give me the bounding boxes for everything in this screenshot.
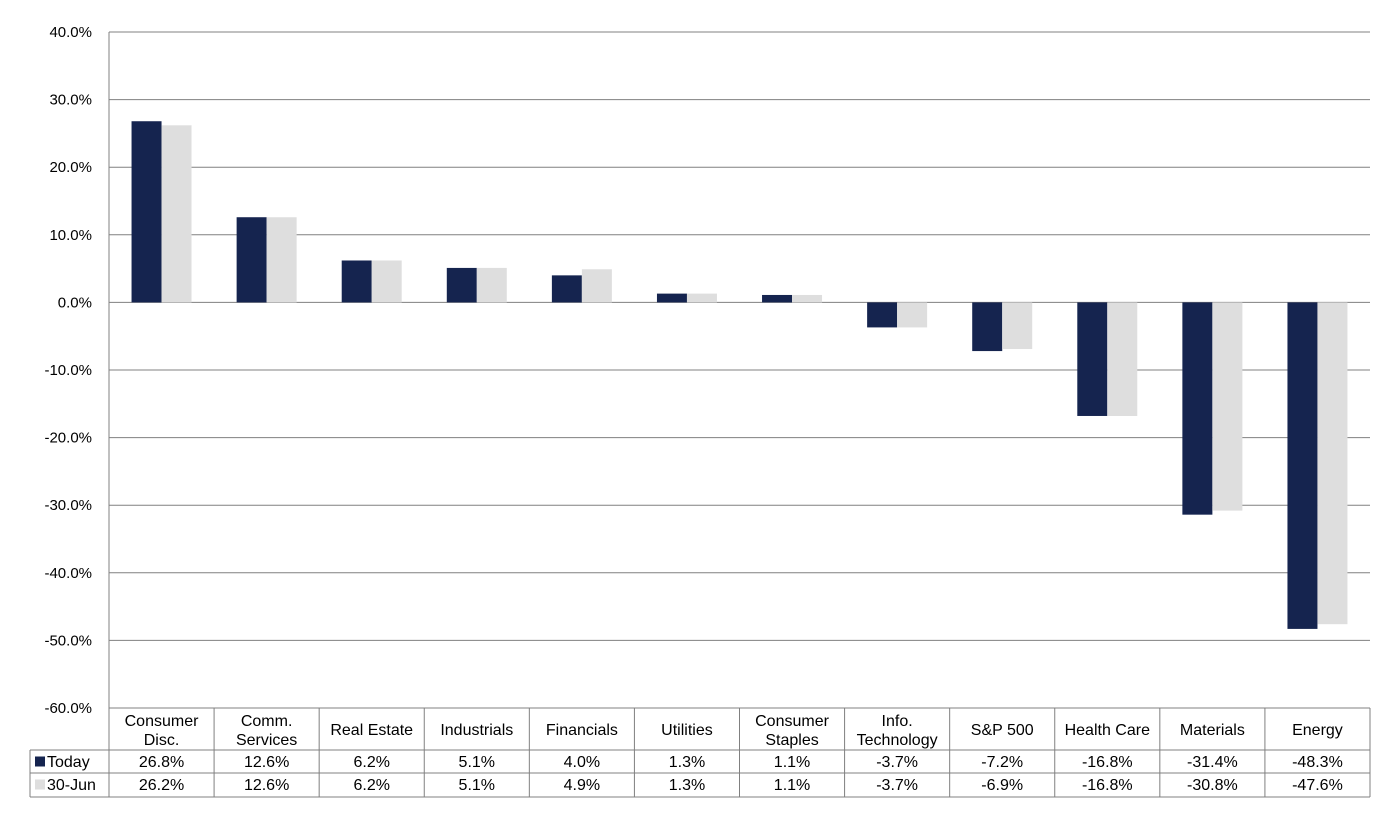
bar-today	[867, 302, 898, 328]
data-label: 4.9%	[564, 777, 600, 794]
y-tick-label: -50.0%	[44, 632, 92, 649]
category-label: Consumer	[125, 713, 199, 730]
y-axis-labels: 40.0% 30.0% 20.0% 10.0% 0.0% -10.0% -20.0% -30.…	[44, 24, 92, 717]
data-label: 6.2%	[353, 754, 389, 771]
y-tick-label: -40.0%	[44, 565, 92, 582]
bar-today	[236, 217, 267, 303]
bar-30-jun	[266, 217, 297, 303]
data-label: -47.6%	[1292, 777, 1343, 794]
category-label: Comm.	[241, 713, 293, 730]
bar-today	[1182, 302, 1213, 515]
category-label: Technology	[857, 732, 938, 749]
bar-today	[1077, 302, 1108, 416]
y-tick-label: 40.0%	[49, 24, 92, 41]
y-tick-label: 0.0%	[58, 294, 92, 311]
bar-30-jun	[897, 302, 928, 328]
y-tick-label: -30.0%	[44, 497, 92, 514]
bar-30-jun	[476, 267, 507, 303]
legend-swatch	[35, 779, 45, 790]
data-label: -6.9%	[981, 777, 1023, 794]
category-label: Industrials	[440, 722, 513, 739]
bar-today	[446, 267, 477, 303]
bar-30-jun	[1107, 302, 1138, 416]
data-label: 1.1%	[774, 754, 810, 771]
data-label: 5.1%	[459, 777, 495, 794]
data-label: 4.0%	[564, 754, 600, 771]
data-label: 12.6%	[244, 754, 289, 771]
data-table: Consumer Disc. Comm. Services Real Estate Ind…	[29, 707, 1371, 798]
category-label: Financials	[546, 722, 618, 739]
data-label: -3.7%	[876, 754, 918, 771]
data-label: 12.6%	[244, 777, 289, 794]
bar-today	[131, 121, 162, 303]
legend-swatch	[35, 756, 45, 767]
data-label: 6.2%	[353, 777, 389, 794]
bar-today	[551, 275, 582, 303]
legend-label: 30-Jun	[47, 777, 96, 794]
data-label: 26.8%	[139, 754, 184, 771]
bar-today	[762, 294, 793, 303]
category-label: Energy	[1292, 722, 1343, 739]
bars	[131, 121, 1348, 629]
bar-30-jun	[161, 125, 192, 303]
data-label: -16.8%	[1082, 754, 1133, 771]
y-tick-label: -20.0%	[44, 430, 92, 447]
data-label: -7.2%	[981, 754, 1023, 771]
y-tick-label: 30.0%	[49, 92, 92, 109]
bar-today	[972, 302, 1003, 352]
y-tick-label: -60.0%	[44, 700, 92, 717]
category-label: Health Care	[1065, 722, 1150, 739]
data-label: 1.3%	[669, 754, 705, 771]
category-label: Utilities	[661, 722, 713, 739]
bar-30-jun	[1317, 302, 1348, 625]
category-label: S&P 500	[971, 722, 1034, 739]
bar-today	[341, 260, 372, 303]
bar-30-jun	[1002, 302, 1033, 350]
data-label: -3.7%	[876, 777, 918, 794]
y-tick-label: -10.0%	[44, 362, 92, 379]
category-label: Materials	[1180, 722, 1245, 739]
category-label: Info.	[882, 713, 913, 730]
category-label: Real Estate	[330, 722, 413, 739]
bar-30-jun	[686, 293, 717, 303]
bar-today	[656, 293, 687, 303]
data-label: 26.2%	[139, 777, 184, 794]
category-label: Disc.	[144, 732, 180, 749]
category-label: Services	[236, 732, 297, 749]
category-label: Consumer	[755, 713, 829, 730]
data-label: -48.3%	[1292, 754, 1343, 771]
bar-30-jun	[581, 269, 612, 303]
category-label: Staples	[765, 732, 818, 749]
bar-30-jun	[792, 294, 823, 303]
bar-30-jun	[371, 260, 402, 303]
data-label: 1.1%	[774, 777, 810, 794]
bar-today	[1287, 302, 1318, 629]
gridlines	[108, 31, 1370, 709]
data-label: -30.8%	[1187, 777, 1238, 794]
data-label: 5.1%	[459, 754, 495, 771]
y-tick-label: 10.0%	[49, 227, 92, 244]
data-label: -16.8%	[1082, 777, 1133, 794]
legend-label: Today	[47, 754, 90, 771]
bar-30-jun	[1212, 302, 1243, 511]
data-label: 1.3%	[669, 777, 705, 794]
y-tick-label: 20.0%	[49, 159, 92, 176]
data-label: -31.4%	[1187, 754, 1238, 771]
